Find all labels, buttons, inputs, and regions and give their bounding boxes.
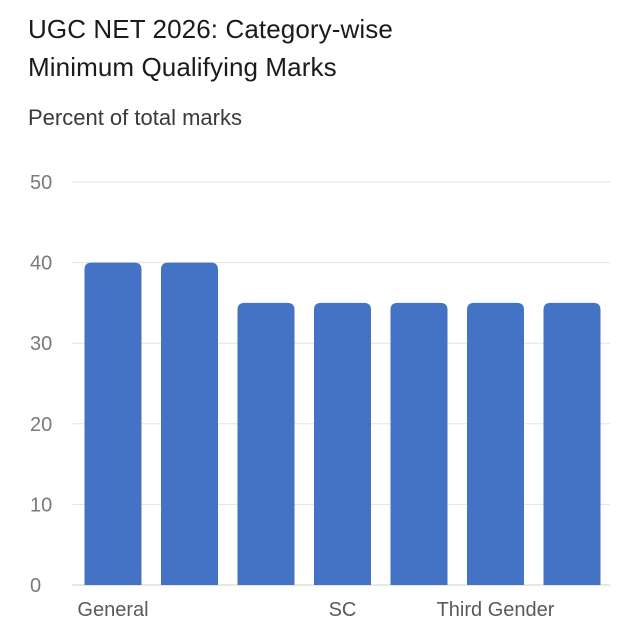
y-tick-label-30: 30 [30, 333, 52, 355]
y-tick-label-0: 0 [30, 575, 41, 597]
bar-1 [84, 262, 142, 585]
bar-4 [314, 302, 371, 585]
x-category-label-4: SC [329, 599, 357, 621]
y-tick-label-10: 10 [30, 494, 52, 516]
bar-7 [543, 302, 601, 585]
chart-subtitle: Percent of total marks [28, 105, 242, 130]
bar-6 [467, 302, 524, 585]
x-category-label-6: Third Gender [437, 599, 555, 621]
chart-title: UGC NET 2026: Category-wise Minimum Qual… [28, 14, 393, 82]
bar-2 [161, 262, 218, 585]
bar-3 [237, 302, 295, 585]
y-tick-label-20: 20 [30, 414, 52, 436]
bar-5 [390, 302, 448, 585]
y-tick-label-40: 40 [30, 253, 52, 275]
y-tick-label-50: 50 [30, 172, 52, 194]
x-category-label-1: General [77, 599, 148, 621]
